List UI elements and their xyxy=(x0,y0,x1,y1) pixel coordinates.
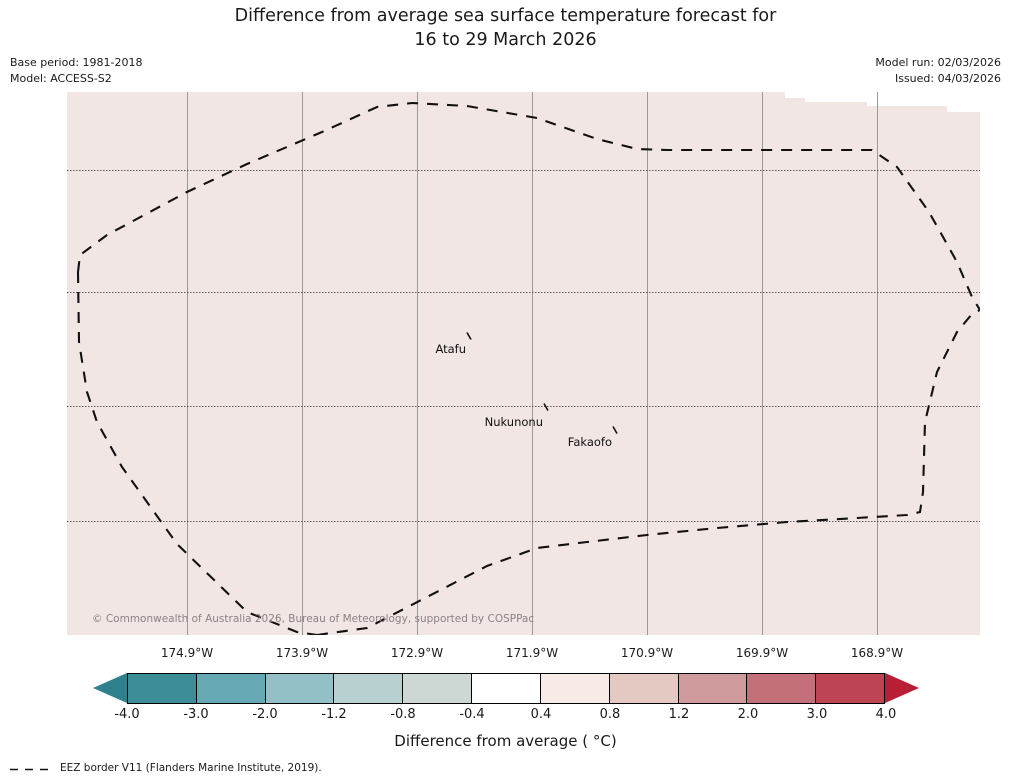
colorbar-band-9 xyxy=(747,674,817,703)
colorbar-band-0 xyxy=(128,674,197,703)
colorbar-band-8 xyxy=(678,674,748,703)
gridline-lat-7.1 xyxy=(67,170,980,171)
colorbar-band-5 xyxy=(472,674,541,703)
colorbar-tick-1.2: 1.2 xyxy=(668,707,690,722)
sst-anomaly-raster xyxy=(67,92,980,635)
island-label-nukunonu: Nukunonu xyxy=(484,415,543,429)
colorbar-tick--2.0: -2.0 xyxy=(252,707,278,722)
colorbar-tick--1.2: -1.2 xyxy=(321,707,347,722)
map-plot-area xyxy=(67,92,980,635)
colorbar-band-2 xyxy=(265,674,335,703)
lon-tick-label-172.9: 172.9°W xyxy=(390,646,444,660)
model-text: Model: ACCESS-S2 xyxy=(10,72,112,85)
gridline-lon-168.9 xyxy=(877,92,878,635)
colorbar-extend-high-arrow xyxy=(885,673,919,703)
gridline-lon-173.9 xyxy=(302,92,303,635)
base-period-text: Base period: 1981-2018 xyxy=(10,56,143,69)
colorbar-tick-3.0: 3.0 xyxy=(806,707,828,722)
colorbar-band-4 xyxy=(403,674,473,703)
title-line-1: Difference from average sea surface temp… xyxy=(234,6,777,26)
eez-legend: EEZ border V11 (Flanders Marine Institut… xyxy=(10,762,322,774)
eez-dash-sample-icon xyxy=(10,768,54,770)
colorbar-tick-2.0: 2.0 xyxy=(737,707,759,722)
gridline-lat-10.1 xyxy=(67,521,980,522)
copyright-text: © Commonwealth of Australia 2026, Bureau… xyxy=(92,613,535,625)
eez-legend-text: EEZ border V11 (Flanders Marine Institut… xyxy=(60,762,322,774)
lon-tick-label-168.9: 168.9°W xyxy=(850,646,904,660)
lon-tick-label-174.9: 174.9°W xyxy=(160,646,214,660)
title-line-2: 16 to 29 March 2026 xyxy=(414,30,597,50)
colorbar-extend-low-arrow xyxy=(93,673,127,703)
colorbar-band-6 xyxy=(540,674,610,703)
colorbar-band-7 xyxy=(609,674,679,703)
colorbar-tick--0.8: -0.8 xyxy=(390,707,416,722)
gridline-lon-170.9 xyxy=(647,92,648,635)
gridline-lon-171.9 xyxy=(532,92,533,635)
fakaofo-island-marker xyxy=(612,426,618,434)
island-label-fakaofo: Fakaofo xyxy=(567,435,612,449)
gridline-lon-169.9 xyxy=(762,92,763,635)
colorbar-bands xyxy=(127,673,885,704)
lon-tick-label-173.9: 173.9°W xyxy=(275,646,329,660)
gridline-lat-9.1 xyxy=(67,406,980,407)
model-run-text: Model run: 02/03/2026 xyxy=(875,56,1001,69)
colorbar-axis-label: Difference from average ( °C) xyxy=(394,732,617,750)
colorbar: -4.0 -3.0 -2.0 -1.2 -0.8 -0.4 0.4 0.8 1.… xyxy=(0,668,1011,728)
gridline-lon-174.9 xyxy=(187,92,188,635)
nukunonu-island-marker xyxy=(543,403,549,411)
atafu-island-marker xyxy=(466,332,472,340)
colorbar-band-1 xyxy=(196,674,266,703)
gridline-lon-172.9 xyxy=(417,92,418,635)
colorbar-tick--3.0: -3.0 xyxy=(183,707,209,722)
lon-tick-label-169.9: 169.9°W xyxy=(735,646,789,660)
colorbar-band-10 xyxy=(816,674,884,703)
lon-tick-label-171.9: 171.9°W xyxy=(505,646,559,660)
page-title: Difference from average sea surface temp… xyxy=(0,4,1011,52)
issued-date-text: Issued: 04/03/2026 xyxy=(894,72,1001,85)
island-label-atafu: Atafu xyxy=(435,342,466,356)
map-clip-frame xyxy=(67,92,980,635)
colorbar-tick-0.4: 0.4 xyxy=(530,707,552,722)
eez-border-line xyxy=(76,101,980,635)
colorbar-band-3 xyxy=(334,674,404,703)
colorbar-tick-0.8: 0.8 xyxy=(599,707,621,722)
gridline-lat-8.1 xyxy=(67,292,980,293)
colorbar-tick--4.0: -4.0 xyxy=(114,707,140,722)
colorbar-tick--0.4: -0.4 xyxy=(459,707,485,722)
lon-tick-label-170.9: 170.9°W xyxy=(620,646,674,660)
colorbar-tick-4.0: 4.0 xyxy=(875,707,897,722)
